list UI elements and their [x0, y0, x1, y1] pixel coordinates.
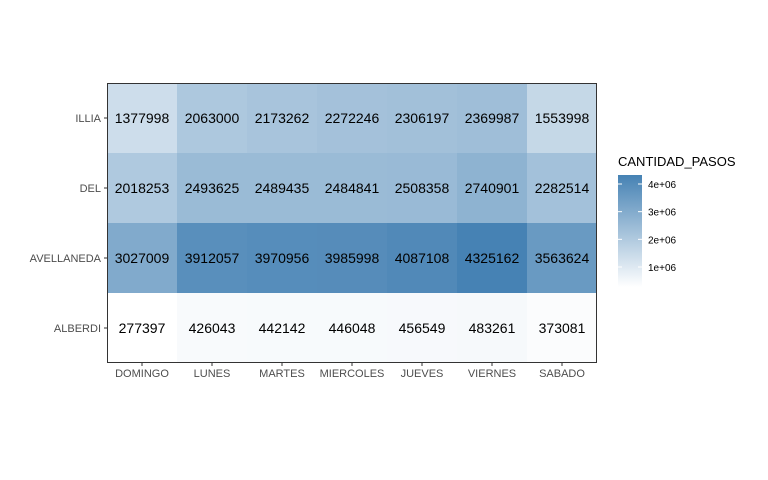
heatmap-cell: [247, 223, 317, 293]
heatmap-cell: [527, 83, 597, 153]
x-tick-label: MIERCOLES: [320, 368, 385, 380]
cell-value-label: 3027009: [115, 250, 170, 266]
cell-value-label: 2484841: [325, 180, 380, 196]
cell-value-label: 3985998: [325, 250, 380, 266]
cell-value-label: 2493625: [185, 180, 240, 196]
x-tick-label: SABADO: [539, 368, 585, 380]
heatmap-cell: [387, 223, 457, 293]
cell-value-label: 2508358: [395, 180, 450, 196]
cell-value-label: 1553998: [535, 110, 590, 126]
cell-value-label: 2272246: [325, 110, 380, 126]
panel-border: [107, 83, 597, 363]
cell-value-label: 2063000: [185, 110, 240, 126]
cell-value-label: 2489435: [255, 180, 310, 196]
heatmap-cell: [387, 293, 457, 363]
y-axis: ALBERDI AVELLANEDA DEL ILLIA: [30, 113, 107, 335]
x-tick-label: MARTES: [259, 368, 305, 380]
cell-value-label: 3912057: [185, 250, 240, 266]
y-tick-label: DEL: [80, 183, 101, 195]
cell-value-label: 426043: [189, 320, 236, 336]
cell-value-label: 483261: [469, 320, 516, 336]
heatmap-cell: [527, 223, 597, 293]
cell-value-label: 2369987: [465, 110, 520, 126]
cell-value-label: 277397: [119, 320, 166, 336]
cell-value-label: 2740901: [465, 180, 520, 196]
legend-colorbar: [618, 175, 642, 287]
heatmap-cell: [247, 83, 317, 153]
cell-value-label: 456549: [399, 320, 446, 336]
y-tick-label: AVELLANEDA: [30, 253, 102, 265]
cell-value-label: 2018253: [115, 180, 170, 196]
heatmap-cell: [387, 83, 457, 153]
heatmap-cell: [317, 153, 387, 223]
cell-value-label: 3970956: [255, 250, 310, 266]
cell-value-label: 2306197: [395, 110, 450, 126]
legend-tick-label: 4e+06: [648, 180, 677, 191]
cell-value-label: 442142: [259, 320, 306, 336]
y-tick-label: ALBERDI: [54, 323, 101, 335]
heatmap-cell: [317, 223, 387, 293]
heatmap-cell: [457, 83, 527, 153]
heatmap-cell: [177, 153, 247, 223]
cell-value-label: 446048: [329, 320, 376, 336]
heatmap-cell: [177, 83, 247, 153]
cell-value-label: 4087108: [395, 250, 450, 266]
cell-value-label: 373081: [539, 320, 586, 336]
heatmap-cell: [177, 223, 247, 293]
x-axis: DOMINGO LUNES MARTES MIERCOLES JUEVES VIERNES…: [115, 363, 585, 380]
heatmap-cell-labels: 277397 426043 442142 446048 456549 483261 3730…: [115, 110, 590, 336]
legend-title: CANTIDAD_PASOS: [618, 154, 736, 169]
x-tick-label: DOMINGO: [115, 368, 169, 380]
heatmap-cell: [457, 293, 527, 363]
x-tick-label: VIERNES: [468, 368, 516, 380]
y-tick-label: ILLIA: [75, 113, 101, 125]
heatmap-cell: [387, 153, 457, 223]
cell-value-label: 2282514: [535, 180, 590, 196]
legend-tick-label: 2e+06: [648, 235, 677, 246]
heatmap-cell: [177, 293, 247, 363]
heatmap-cell: [107, 83, 177, 153]
heatmap-cell: [457, 223, 527, 293]
x-tick-label: JUEVES: [401, 368, 444, 380]
heatmap-cell: [247, 153, 317, 223]
heatmap-cell: [317, 83, 387, 153]
heatmap-cell: [457, 153, 527, 223]
cell-value-label: 1377998: [115, 110, 170, 126]
heatmap-cell: [107, 223, 177, 293]
legend-tick-label: 3e+06: [648, 208, 677, 219]
heatmap-cell: [317, 293, 387, 363]
cell-value-label: 4325162: [465, 250, 520, 266]
legend-tick-label: 1e+06: [648, 263, 677, 274]
heatmap-cells: [107, 83, 597, 363]
cell-value-label: 2173262: [255, 110, 310, 126]
heatmap-cell: [527, 153, 597, 223]
cell-value-label: 3563624: [535, 250, 590, 266]
legend: CANTIDAD_PASOS 1e+06 2e+06 3e+06 4e+06: [618, 154, 736, 287]
legend-ticks: 1e+06 2e+06 3e+06 4e+06: [618, 180, 677, 274]
x-tick-label: LUNES: [194, 368, 231, 380]
heatmap-cell: [527, 293, 597, 363]
heatmap-cell: [107, 153, 177, 223]
heatmap-cell: [247, 293, 317, 363]
heatmap-cell: [107, 293, 177, 363]
